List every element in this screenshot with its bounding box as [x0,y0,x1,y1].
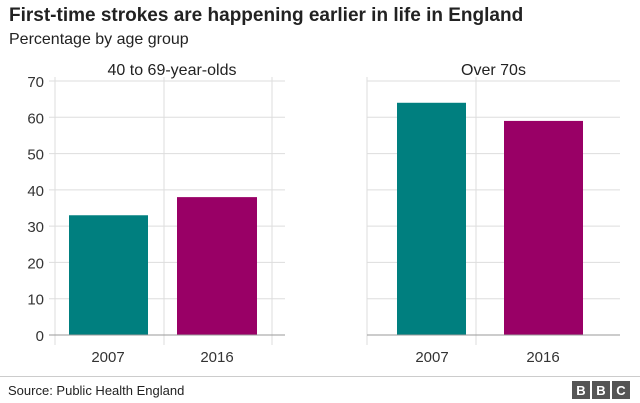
x-tick-label: 2016 [526,349,559,366]
chart-subtitle: Percentage by age group [9,31,189,48]
bar-chart: 2007 2016 40 to 69-year-olds 2007 2016 Over 7… [27,62,620,366]
y-tick-label: 70 [27,74,44,91]
source-note: Source: Public Health England [8,383,185,398]
y-tick-label: 20 [27,255,44,272]
bar-2016 [504,120,583,336]
bar-2007 [69,215,148,335]
footer-divider [0,376,640,377]
y-tick-label: 60 [27,110,44,127]
panel-label: 40 to 69-year-olds [108,62,237,79]
y-tick-label: 40 [27,183,44,200]
x-tick-label: 2007 [415,349,448,366]
chart-title: First-time strokes are happening earlier… [9,5,524,26]
y-tick-label: 0 [36,328,44,345]
bar-2007 [397,102,466,336]
y-tick-label: 10 [27,292,44,309]
x-tick-label: 2016 [200,349,233,366]
y-tick-label: 30 [27,219,44,236]
bar-2016 [177,197,257,335]
x-tick-label: 2007 [91,349,124,366]
y-tick-label: 50 [27,147,44,164]
panel-label: Over 70s [461,62,526,79]
